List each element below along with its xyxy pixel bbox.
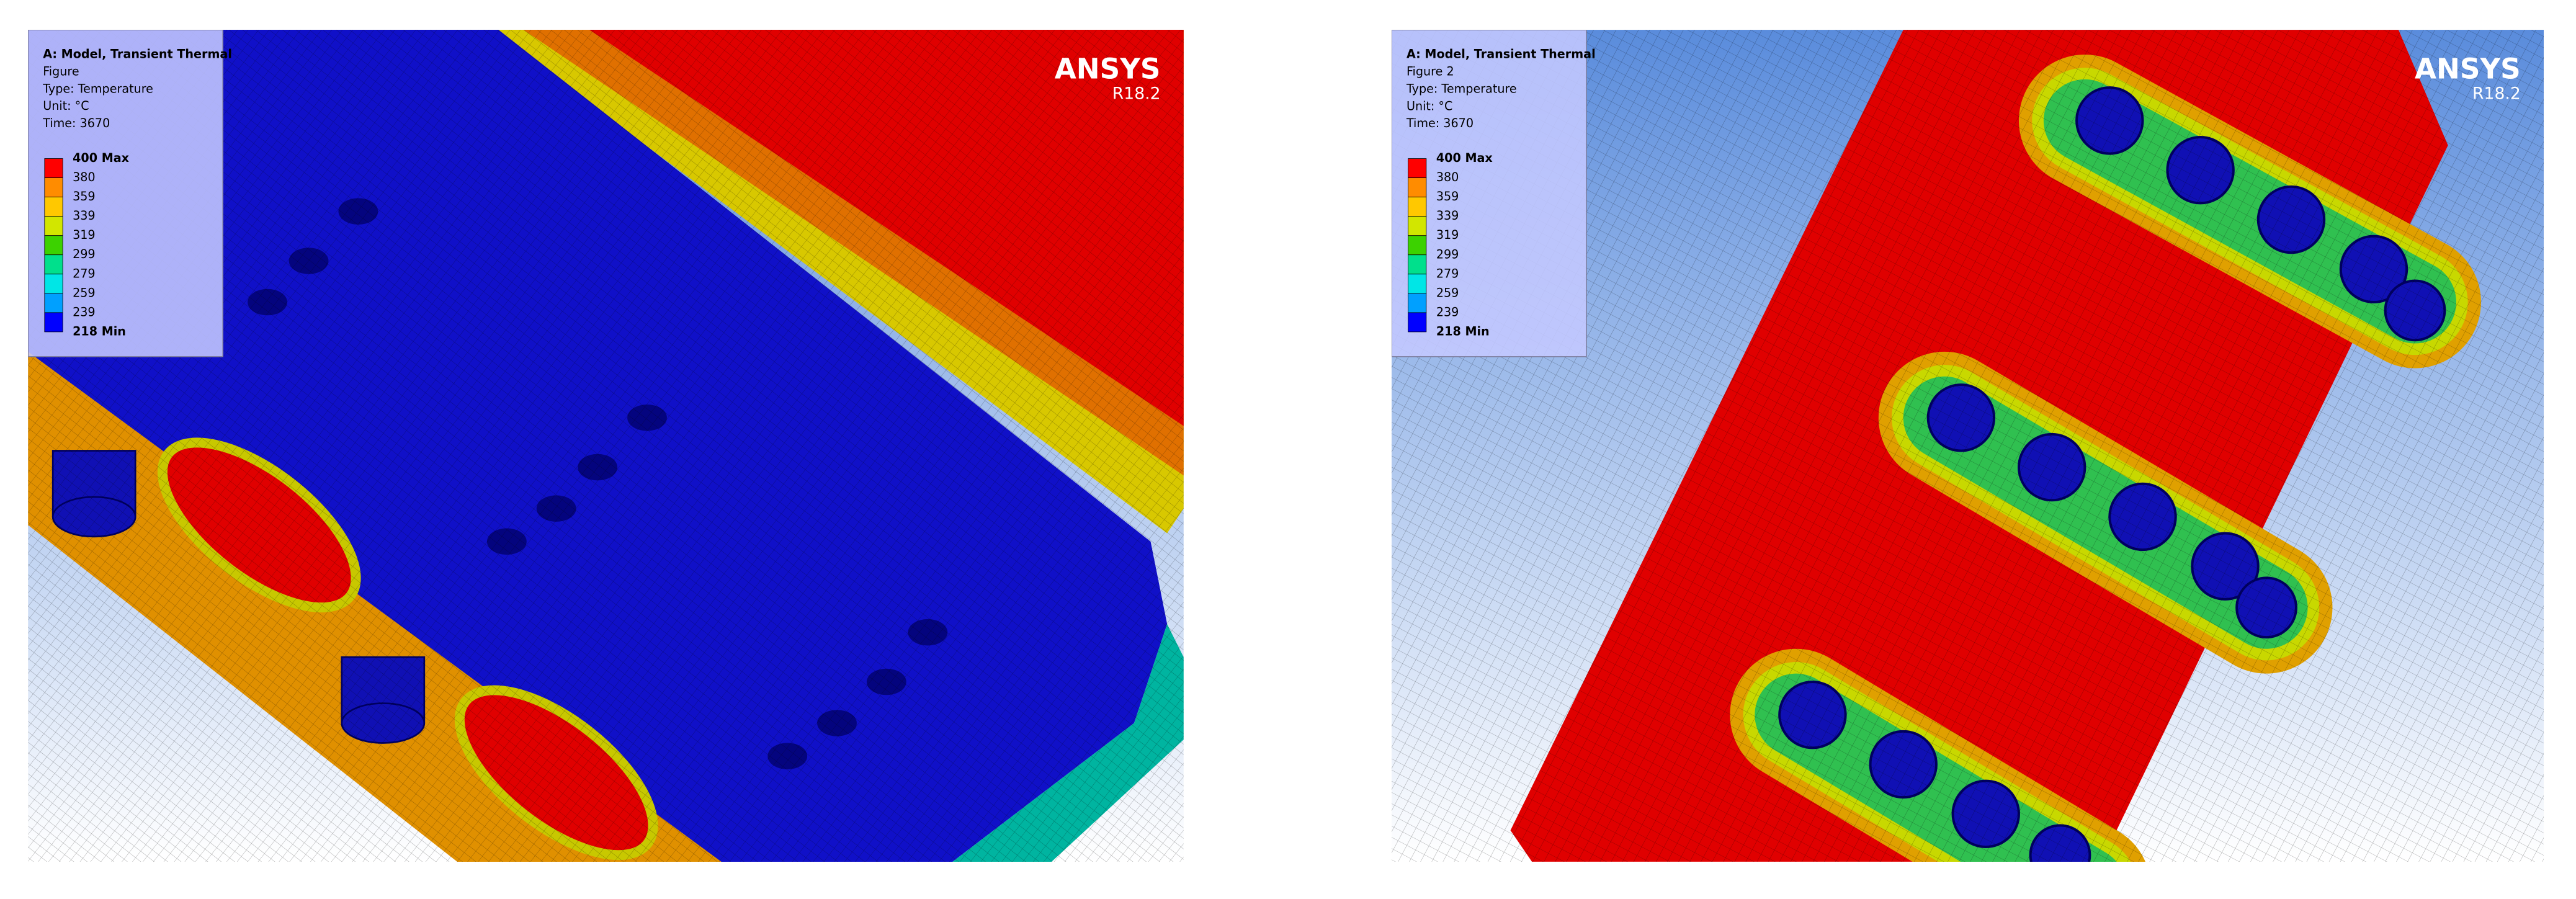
legend-figure: Figure 2 [1407, 64, 1454, 78]
logo: ANSYS [2415, 53, 2521, 86]
legend-label: 359 [1436, 189, 1459, 204]
legend-label: 380 [1436, 170, 1459, 184]
color-swatch [1408, 254, 1427, 275]
logo: ANSYS [1055, 53, 1161, 86]
color-swatch [1408, 235, 1427, 256]
legend-label: 218 Min [73, 324, 126, 338]
legend-label: 259 [73, 285, 96, 300]
color-swatch [44, 312, 63, 333]
legend-title: A: Model, Transient Thermal [1407, 47, 1596, 61]
color-swatch [44, 293, 63, 313]
legend-label: 239 [73, 305, 96, 319]
legend-type: Type: Temperature [42, 81, 153, 96]
color-swatch [1408, 293, 1427, 313]
color-swatch [1408, 158, 1427, 179]
result-view: A: Model, Transient Thermal Figure 2 Type:… [1392, 30, 2544, 862]
legend: A: Model, Transient Thermal Figure Type: T… [28, 30, 232, 357]
legend-time: Time: 3670 [42, 116, 110, 130]
legend-title: A: Model, Transient Thermal [43, 47, 232, 61]
legend-label: 279 [1436, 266, 1459, 280]
legend-label: 400 Max [73, 151, 130, 165]
legend-label: 380 [73, 170, 96, 184]
color-swatch [44, 235, 63, 256]
legend-unit: Unit: °C [1407, 99, 1452, 113]
color-swatch [44, 254, 63, 275]
legend-label: 319 [1436, 228, 1459, 242]
result-view: A: Model, Transient Thermal Figure Type: T… [28, 30, 1184, 862]
legend-time: Time: 3670 [1406, 116, 1474, 130]
color-swatch [44, 197, 63, 217]
legend-label: 359 [73, 189, 96, 204]
legend-label: 339 [73, 208, 96, 223]
color-swatch [44, 216, 63, 236]
color-swatch [1408, 197, 1427, 217]
legend-unit: Unit: °C [43, 99, 89, 113]
legend-label: 218 Min [1436, 324, 1490, 338]
version: R18.2 [1112, 84, 1161, 103]
legend-label: 339 [1436, 208, 1459, 223]
color-swatch [1408, 312, 1427, 333]
legend-label: 239 [1436, 305, 1459, 319]
legend-label: 299 [1436, 247, 1459, 261]
color-swatch [44, 177, 63, 198]
color-swatch [1408, 177, 1427, 198]
legend-figure: Figure [43, 64, 79, 78]
color-swatch [44, 158, 63, 178]
legend-label: 299 [73, 247, 96, 261]
legend-type: Type: Temperature [1406, 81, 1517, 96]
legend-label: 259 [1436, 285, 1459, 300]
legend-label: 319 [73, 228, 96, 242]
legend-label: 279 [73, 266, 96, 280]
color-swatch [1408, 216, 1427, 236]
color-swatch [1408, 274, 1427, 294]
legend-label: 400 Max [1436, 151, 1493, 165]
color-swatch [44, 274, 63, 294]
version: R18.2 [2472, 84, 2521, 103]
legend: A: Model, Transient Thermal Figure 2 Type:… [1392, 30, 1596, 357]
